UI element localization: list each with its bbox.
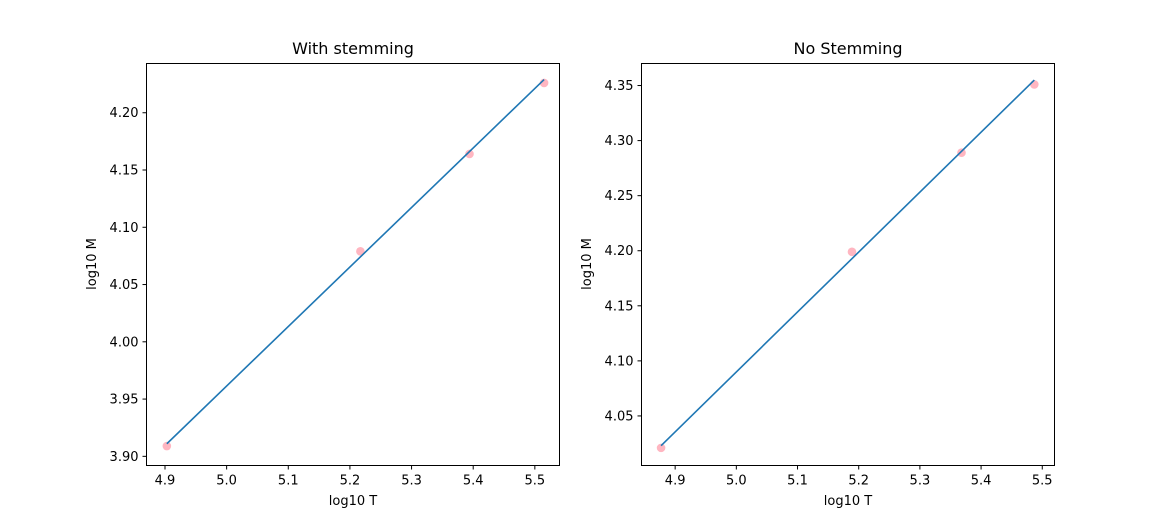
y-axis-label: log10 M [85, 238, 100, 290]
chart-no-stemming: 4.9 5.0 5.1 5.2 5.3 5.4 5.5 4.05 4.10 4.15 4.20 4.2… [580, 39, 1055, 509]
chart-title: No Stemming [793, 39, 902, 58]
x-tick-label: 5.0 [726, 474, 747, 489]
x-tick-label: 4.9 [665, 474, 686, 489]
axes-frame [641, 63, 1055, 466]
data-point [465, 149, 474, 159]
data-point [162, 441, 172, 451]
y-tick-label: 4.25 [605, 189, 634, 204]
y-tick-label: 4.10 [605, 354, 634, 369]
x-tick-label: 5.1 [787, 474, 808, 489]
x-axis-label: log10 T [824, 494, 872, 509]
data-point [957, 148, 966, 158]
x-tick-label: 5.0 [216, 474, 237, 489]
data-point [847, 247, 857, 257]
data-marks [162, 78, 549, 451]
y-tick-label: 4.30 [605, 134, 634, 149]
ticks: 4.9 5.0 5.1 5.2 5.3 5.4 5.5 3.90 3.95 4.00 4.05 4.1… [110, 106, 546, 488]
y-tick-label: 4.15 [605, 299, 634, 314]
x-tick-label: 5.3 [401, 474, 422, 489]
x-tick-label: 5.1 [278, 474, 299, 489]
x-tick-label: 5.2 [848, 474, 869, 489]
fit-line [166, 78, 545, 445]
data-point [1030, 80, 1039, 89]
axes-frame [146, 63, 560, 466]
y-tick-label: 4.10 [110, 221, 139, 236]
x-tick-label: 5.5 [524, 474, 545, 489]
x-tick-label: 5.4 [463, 474, 484, 489]
x-tick-label: 5.2 [340, 474, 361, 489]
y-tick-label: 3.95 [110, 393, 139, 408]
y-tick-label: 4.20 [110, 106, 139, 121]
x-tick-label: 4.9 [155, 474, 176, 489]
x-axis-label: log10 T [329, 494, 377, 509]
x-tick-label: 5.4 [971, 474, 992, 489]
data-marks [656, 79, 1039, 453]
y-axis-label: log10 M [580, 238, 595, 290]
y-tick-label: 4.35 [605, 79, 634, 94]
x-tick-label: 5.5 [1032, 474, 1053, 489]
y-tick-label: 4.15 [110, 164, 139, 179]
fit-line [660, 79, 1035, 447]
data-point [656, 443, 666, 453]
y-tick-label: 4.05 [605, 409, 634, 424]
data-point [356, 247, 365, 256]
x-tick-label: 5.3 [910, 474, 931, 489]
y-tick-label: 4.20 [605, 244, 634, 259]
chart-with-stemming: 4.9 5.0 5.1 5.2 5.3 5.4 5.5 3.90 3.95 4.00 4.05 4.1… [85, 39, 560, 509]
y-tick-label: 4.00 [110, 335, 139, 350]
chart-title: With stemming [292, 39, 414, 58]
ticks: 4.9 5.0 5.1 5.2 5.3 5.4 5.5 4.05 4.10 4.15 4.20 4.2… [605, 79, 1053, 488]
y-tick-label: 4.05 [110, 278, 139, 293]
y-tick-label: 3.90 [110, 450, 139, 465]
